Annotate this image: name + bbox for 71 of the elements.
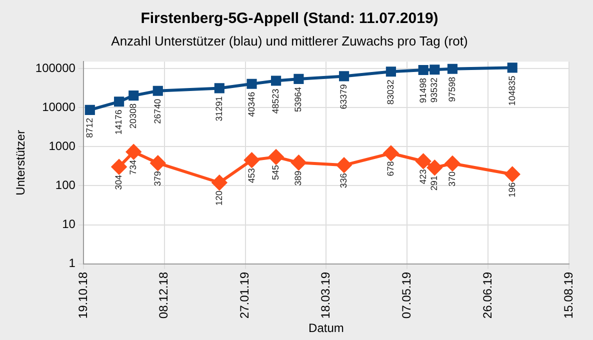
point xyxy=(430,64,440,75)
data-label: 14176 xyxy=(114,110,124,135)
point xyxy=(268,149,284,164)
x-tick-label: 07.05.19 xyxy=(399,272,414,319)
y-tick-label: 100 xyxy=(55,178,76,192)
point xyxy=(294,74,304,84)
data-label: 8712 xyxy=(84,118,94,138)
point xyxy=(383,146,398,161)
data-label: 120 xyxy=(214,190,224,206)
y-axis-title: Unterstützer xyxy=(14,130,28,196)
data-label: 63379 xyxy=(338,84,349,110)
chart-title: Firstenberg-5G-Appell (Stand: 11.07.2019) xyxy=(140,10,438,28)
point xyxy=(336,158,352,173)
data-label: 423 xyxy=(418,169,428,184)
data-label: 26740 xyxy=(152,98,162,124)
data-label: 93532 xyxy=(429,78,440,103)
point xyxy=(418,64,428,76)
point xyxy=(386,66,396,77)
x-tick-label: 19.10.18 xyxy=(76,272,90,319)
point xyxy=(212,175,227,190)
y-tick-label: 10000 xyxy=(42,100,76,114)
data-label: 91498 xyxy=(418,78,428,104)
y-tick-label: 10 xyxy=(62,217,76,232)
data-label: 304 xyxy=(114,174,124,190)
x-tick-label: 08.12.18 xyxy=(156,272,171,319)
data-label: 336 xyxy=(338,173,349,188)
y-tick-label: 100000 xyxy=(35,60,76,75)
y-tick-label: 1000 xyxy=(48,138,76,153)
point xyxy=(271,76,282,86)
point xyxy=(112,159,127,174)
y-tick-label: 1 xyxy=(68,256,76,270)
point xyxy=(214,83,224,94)
data-label: 97598 xyxy=(446,76,457,102)
point xyxy=(504,166,520,182)
point xyxy=(291,155,306,170)
data-label: 104835 xyxy=(506,76,517,106)
point xyxy=(427,160,442,176)
x-axis-title: Datum xyxy=(308,321,344,336)
point xyxy=(114,96,124,107)
data-label: 48523 xyxy=(270,88,281,114)
data-label: 370 xyxy=(446,172,457,187)
x-tick-label: 26.06.19 xyxy=(480,272,494,319)
point xyxy=(126,144,142,160)
data-label: 83032 xyxy=(385,80,396,105)
point xyxy=(244,152,260,168)
data-label: 291 xyxy=(429,176,440,191)
point xyxy=(444,156,460,172)
data-label: 40346 xyxy=(246,92,256,117)
point xyxy=(447,64,458,74)
data-label: 734 xyxy=(128,160,138,175)
point xyxy=(150,156,166,171)
point xyxy=(246,78,257,89)
point xyxy=(338,71,350,82)
data-label: 196 xyxy=(506,182,517,198)
data-label: 678 xyxy=(385,161,396,176)
x-tick-label: 27.01.19 xyxy=(238,272,252,319)
data-label: 379 xyxy=(152,171,162,186)
point xyxy=(128,90,139,101)
data-label: 31291 xyxy=(214,96,224,122)
x-tick-label: 15.08.19 xyxy=(561,272,576,319)
data-label: 53964 xyxy=(293,86,304,112)
point xyxy=(152,86,163,96)
point xyxy=(84,104,95,115)
x-tick-label: 18.03.19 xyxy=(318,272,333,319)
data-label: 545 xyxy=(270,164,281,180)
data-label: 20308 xyxy=(128,104,138,129)
point xyxy=(507,62,518,73)
data-label: 453 xyxy=(246,168,256,184)
data-label: 389 xyxy=(293,170,304,186)
chart-subtitle: Anzahl Unterstützer (blau) und mittlerer Zuwachs pro Tag (rot) xyxy=(111,33,468,48)
point xyxy=(416,154,431,169)
